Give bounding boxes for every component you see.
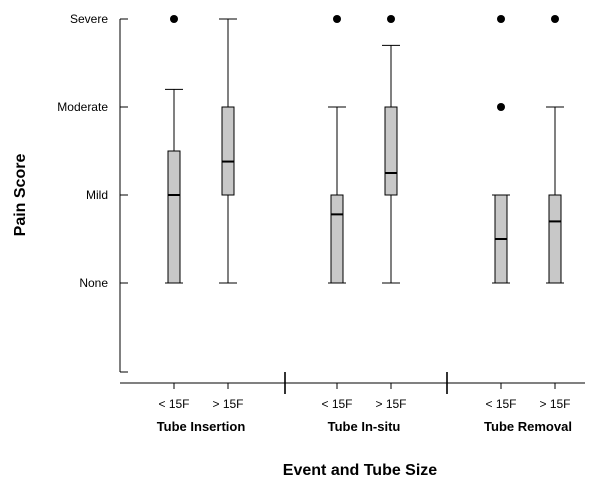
outlier-point bbox=[497, 15, 505, 23]
box-iqr bbox=[167, 150, 181, 284]
box-iqr bbox=[384, 106, 398, 196]
box-iqr bbox=[548, 194, 562, 284]
y-tick-label: Severe bbox=[70, 12, 108, 26]
outlier-point bbox=[497, 103, 505, 111]
y-tick-label: Moderate bbox=[57, 100, 108, 114]
box-iqr bbox=[221, 106, 235, 196]
x-tick-label: < 15F bbox=[158, 397, 189, 411]
y-tick-label: None bbox=[79, 276, 108, 290]
outlier-point bbox=[170, 15, 178, 23]
group-label: Tube Removal bbox=[484, 419, 572, 434]
chart-boxes bbox=[165, 15, 564, 284]
group-label: Tube Insertion bbox=[157, 419, 246, 434]
x-tick-label: > 15F bbox=[212, 397, 243, 411]
chart-axes bbox=[119, 18, 585, 394]
x-tick-label: > 15F bbox=[539, 397, 570, 411]
y-axis-title: Pain Score bbox=[12, 154, 29, 237]
y-tick-label: Mild bbox=[86, 188, 108, 202]
box-iqr bbox=[330, 194, 344, 284]
group-label: Tube In-situ bbox=[328, 419, 401, 434]
outlier-point bbox=[551, 15, 559, 23]
outlier-point bbox=[333, 15, 341, 23]
x-axis-title: Event and Tube Size bbox=[283, 462, 438, 479]
outlier-point bbox=[387, 15, 395, 23]
x-tick-label: < 15F bbox=[321, 397, 352, 411]
chart-labels: Pain Score Event and Tube Size Severe Mod… bbox=[12, 12, 572, 479]
x-tick-label: < 15F bbox=[485, 397, 516, 411]
x-tick-label: > 15F bbox=[375, 397, 406, 411]
